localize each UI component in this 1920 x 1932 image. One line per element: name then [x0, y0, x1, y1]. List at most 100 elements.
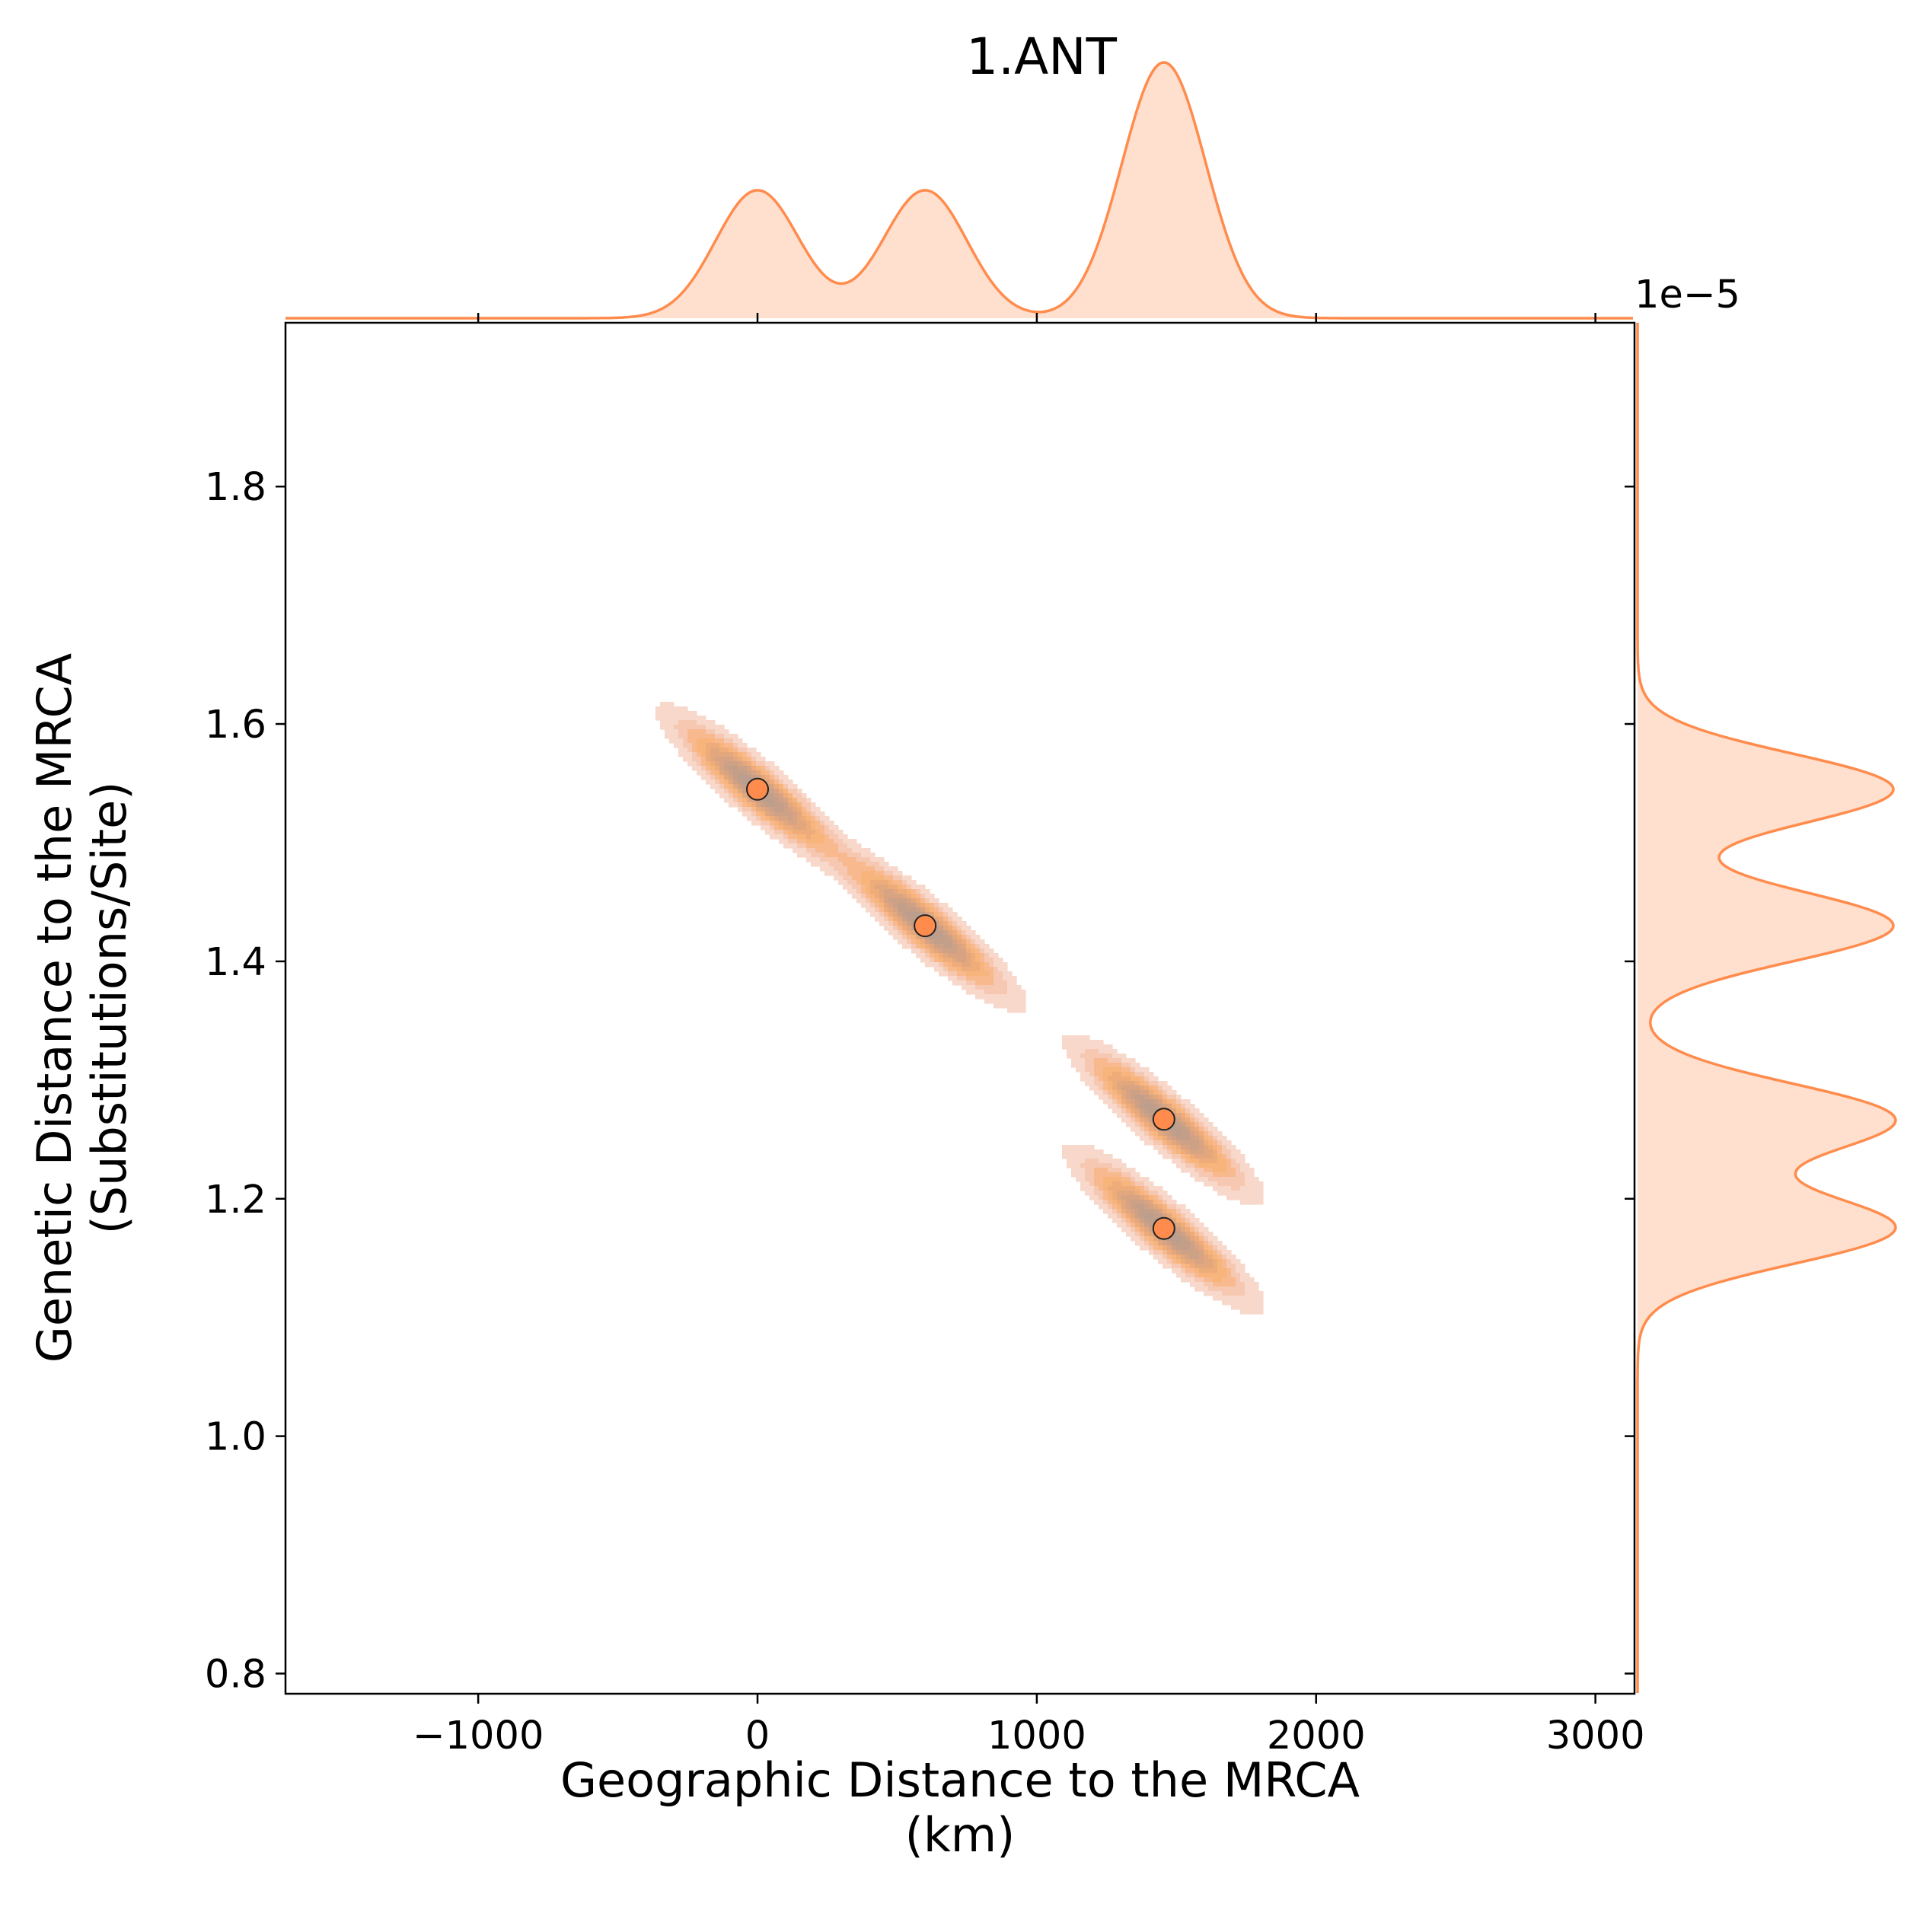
kde-cell — [1089, 1177, 1095, 1182]
kde-cell — [793, 816, 798, 821]
kde-cell — [1254, 1181, 1259, 1187]
kde-cell — [1194, 1108, 1200, 1114]
kde-cell — [1117, 1213, 1122, 1219]
kde-cell — [1094, 1159, 1099, 1164]
kde-cell — [724, 766, 729, 771]
kde-cell — [756, 816, 761, 821]
kde-cell — [1158, 1250, 1163, 1255]
kde-cell — [1103, 1200, 1108, 1205]
kde-cell — [687, 720, 693, 725]
kde-cell — [989, 953, 994, 958]
kde-cell — [952, 939, 958, 945]
kde-cell — [1226, 1268, 1232, 1274]
kde-cell — [962, 944, 967, 949]
kde-cell — [1144, 1236, 1150, 1242]
kde-cell — [1076, 1149, 1081, 1155]
y-tick-label: 1.2 — [205, 1178, 266, 1223]
kde-cell — [1003, 1003, 1008, 1009]
kde-cell — [1062, 1145, 1067, 1150]
kde-cell — [1163, 1255, 1168, 1260]
kde-cell — [829, 871, 834, 876]
kde-cell — [1167, 1241, 1172, 1246]
kde-cell — [1121, 1108, 1127, 1114]
kde-cell — [1204, 1241, 1209, 1246]
kde-cell — [1149, 1136, 1154, 1141]
kde-cell — [811, 843, 816, 849]
kde-cell — [879, 857, 885, 862]
kde-cell — [779, 802, 784, 808]
kde-cell — [957, 917, 962, 922]
kde-cell — [706, 743, 711, 748]
kde-cell — [989, 990, 994, 995]
kde-cell — [975, 944, 981, 949]
kde-cell — [1099, 1149, 1104, 1155]
kde-cell — [1213, 1149, 1218, 1155]
kde-cell — [1117, 1108, 1122, 1114]
kde-cell — [843, 848, 848, 853]
kde-cell — [701, 743, 706, 748]
kde-cell — [811, 830, 816, 835]
kde-cell — [852, 871, 857, 876]
kde-cell — [1185, 1149, 1191, 1155]
kde-cell — [1117, 1163, 1122, 1168]
kde-cell — [1199, 1145, 1204, 1150]
kde-cell — [856, 894, 862, 899]
kde-cell — [815, 816, 821, 821]
kde-cell — [843, 843, 848, 849]
kde-cell — [1185, 1117, 1191, 1123]
kde-cell — [1172, 1218, 1177, 1223]
kde-cell — [875, 907, 880, 913]
kde-cell — [1236, 1268, 1241, 1274]
kde-cell — [1163, 1131, 1168, 1137]
kde-cell — [1012, 976, 1017, 981]
kde-cell — [797, 825, 802, 831]
kde-cell — [1172, 1136, 1177, 1141]
kde-cell — [1185, 1104, 1191, 1109]
kde-cell — [1176, 1255, 1182, 1260]
kde-cell — [829, 866, 834, 872]
kde-cell — [1194, 1131, 1200, 1137]
kde-cell — [1231, 1163, 1236, 1168]
kde-cell — [1140, 1236, 1145, 1242]
kde-cell — [916, 889, 921, 894]
kde-cell — [1103, 1181, 1108, 1187]
kde-cell — [1258, 1186, 1264, 1191]
kde-cell — [802, 816, 807, 821]
kde-cell — [1140, 1086, 1145, 1091]
kde-cell — [765, 779, 770, 785]
kde-cell — [907, 926, 912, 931]
kde-cell — [1108, 1186, 1113, 1191]
kde-cell — [1245, 1163, 1250, 1168]
kde-cell — [1126, 1113, 1131, 1118]
kde-cell — [834, 871, 839, 876]
kde-cell — [1254, 1305, 1259, 1310]
kde-cell — [710, 779, 716, 785]
kde-cell — [1190, 1127, 1195, 1132]
kde-cell — [687, 734, 693, 739]
kde-cell — [1149, 1191, 1154, 1196]
kde-cell — [893, 907, 898, 913]
kde-cell — [788, 834, 793, 840]
kde-cell — [1222, 1296, 1227, 1301]
kde-cell — [1099, 1040, 1104, 1045]
kde-cell — [939, 903, 944, 908]
y-tick-label: 1.6 — [205, 703, 266, 748]
kde-cell — [1194, 1154, 1200, 1159]
kde-cell — [1249, 1291, 1255, 1296]
kde-cell — [1140, 1177, 1145, 1182]
kde-cell — [1089, 1186, 1095, 1191]
kde-cell — [710, 729, 716, 735]
kde-cell — [1204, 1268, 1209, 1274]
kde-cell — [1108, 1067, 1113, 1073]
kde-cell — [1176, 1099, 1182, 1105]
kde-cell — [824, 821, 830, 826]
kde-cell — [724, 770, 729, 776]
kde-cell — [1108, 1168, 1113, 1173]
kde-cell — [811, 825, 816, 831]
kde-cell — [1254, 1191, 1259, 1196]
kde-cell — [939, 962, 944, 968]
kde-cell — [1112, 1172, 1118, 1178]
kde-cell — [1167, 1259, 1172, 1264]
kde-cell — [1153, 1081, 1159, 1086]
kde-cell — [861, 885, 866, 890]
